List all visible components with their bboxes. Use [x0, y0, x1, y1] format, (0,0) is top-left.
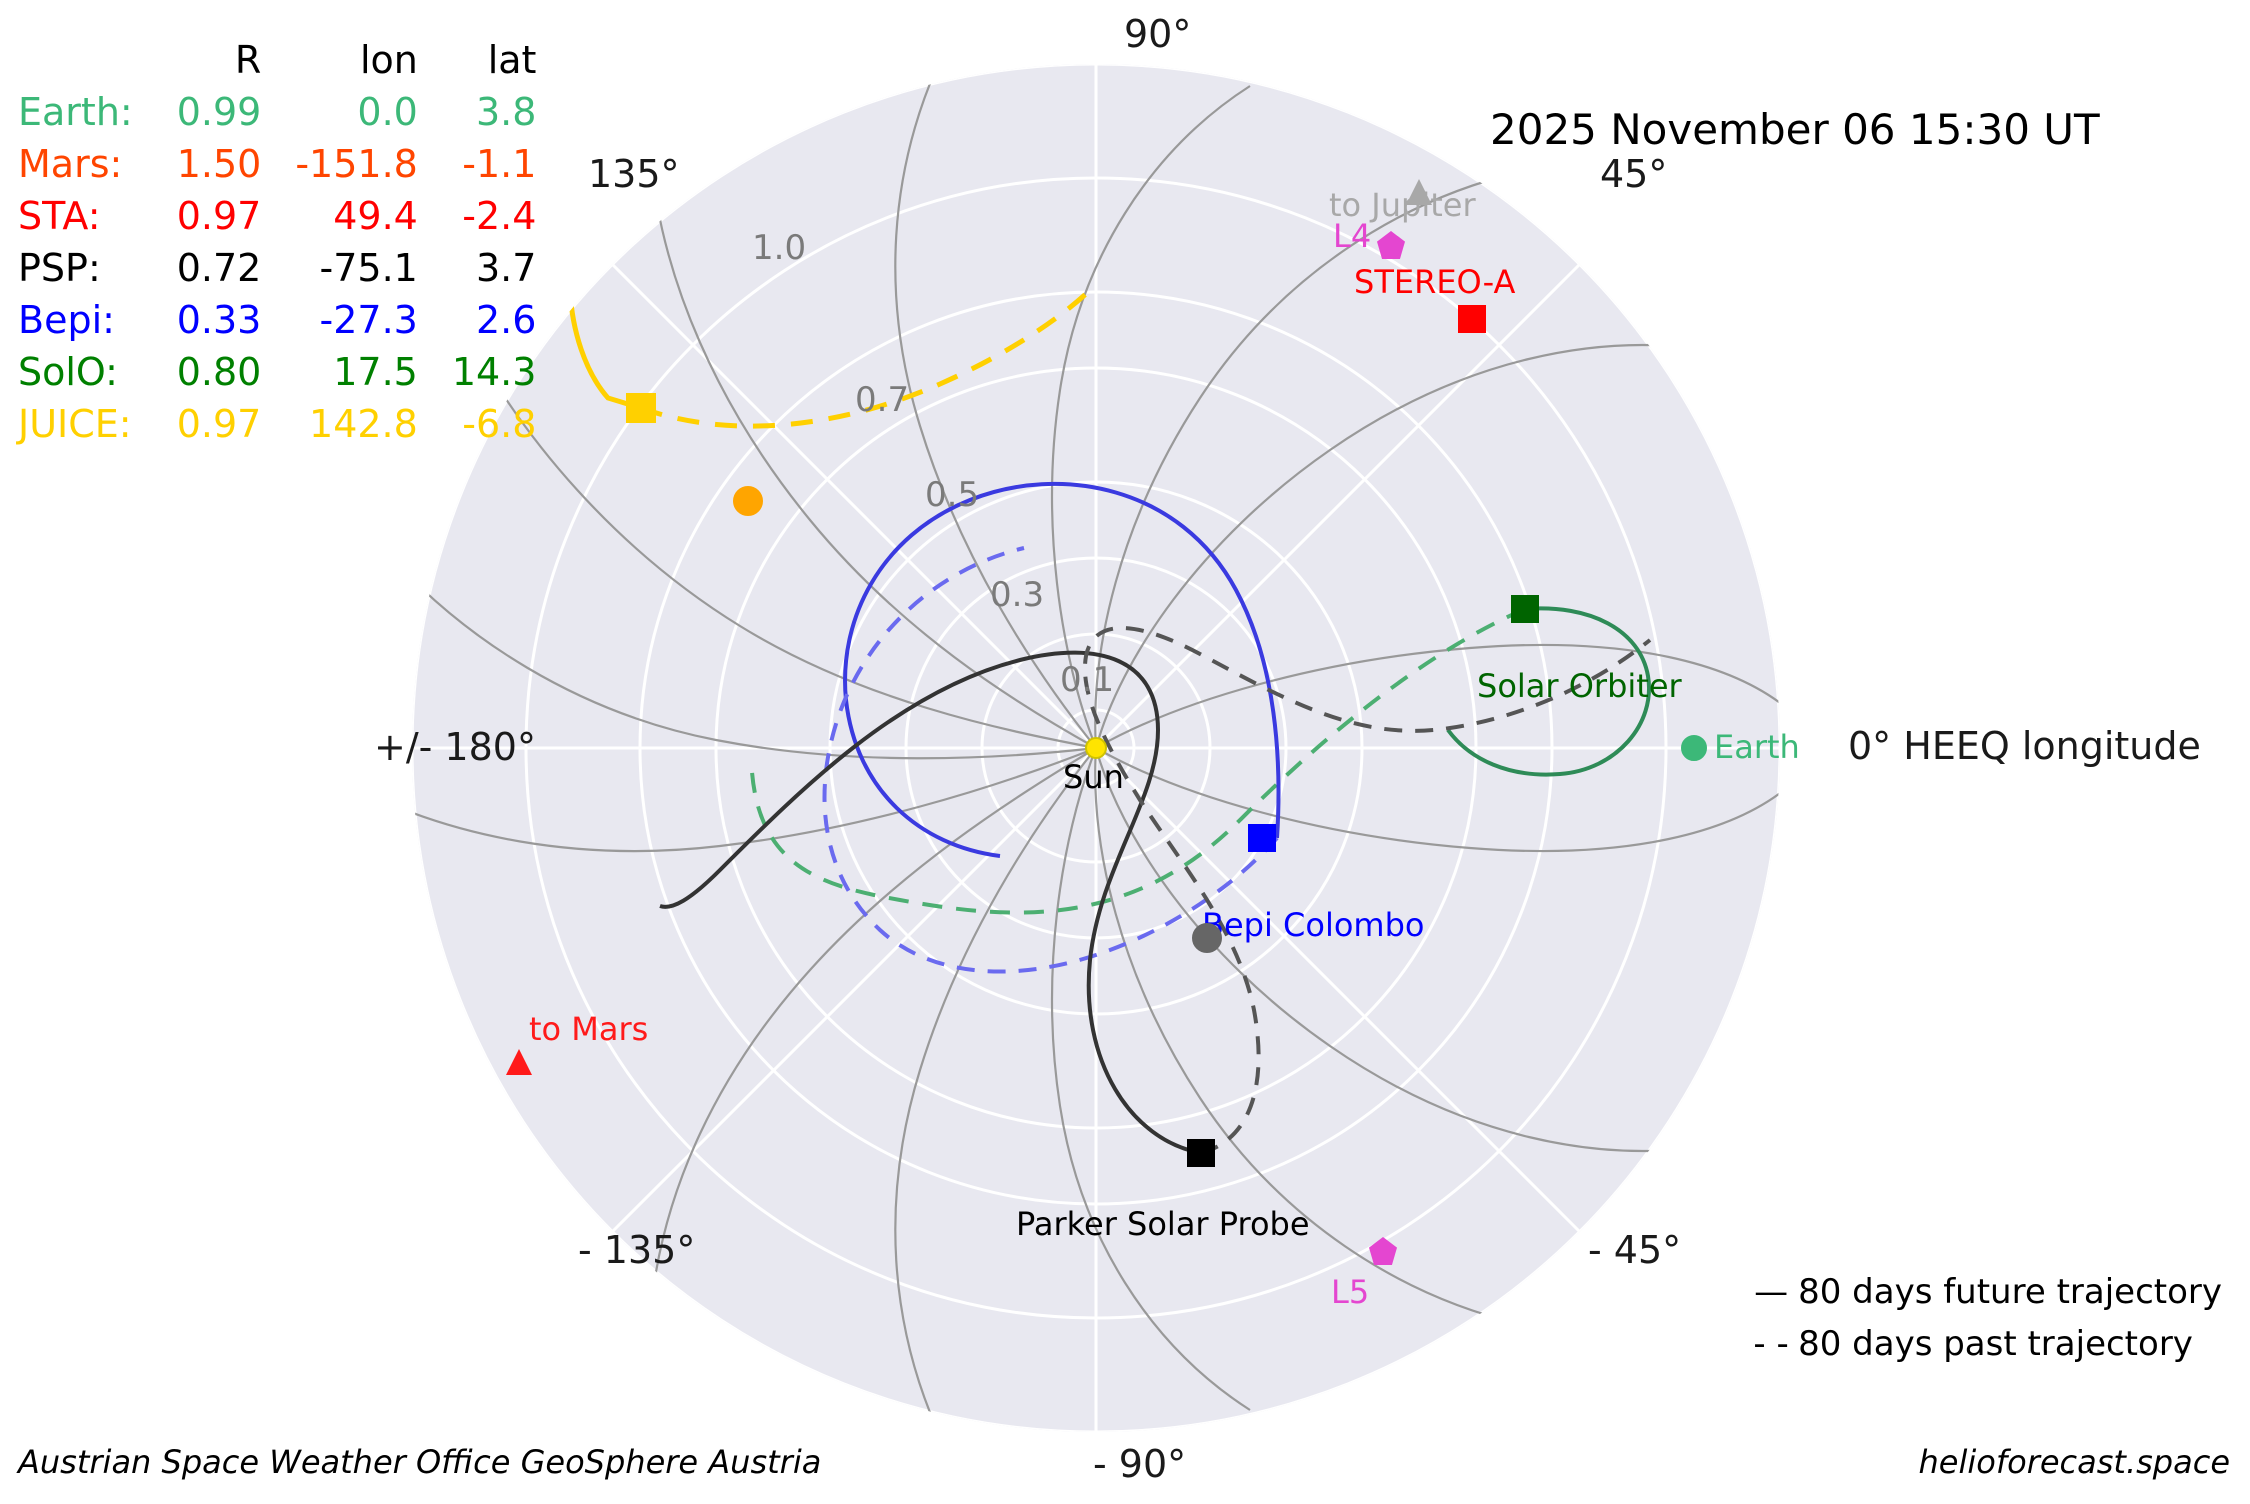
legend-label-past: 80 days past trajectory [1798, 1324, 2193, 1364]
label-l5: L5 [1331, 1273, 1370, 1311]
marker-bepi-colombo-icon [1248, 824, 1276, 852]
angle-tick-label: +/- 180° [374, 725, 536, 769]
table-cell-lat: 14.3 [451, 350, 537, 394]
table-cell-lon: -151.8 [295, 142, 418, 186]
bepi-past-trajectory [822, 546, 1279, 974]
table-row: Earth: 0.99 0.0 3.8 [18, 86, 536, 138]
label-bepi-colombo: Bepi Colombo [1202, 906, 1425, 944]
psp-past-trajectory [1083, 626, 1652, 1155]
table-cell-R: 1.50 [176, 142, 262, 186]
header-lat: lat [487, 38, 537, 82]
table-cell-R: 0.97 [176, 194, 262, 238]
table-cell-body: Earth: [18, 90, 133, 134]
legend-key-solid-line: — [1754, 1272, 1789, 1312]
marker-sun-icon [1085, 737, 1107, 759]
solar-orbiter-past-trajectory [750, 607, 1526, 915]
label-earth: Earth [1714, 728, 1800, 766]
table-cell-R: 0.99 [176, 90, 262, 134]
radial-tick-label: 0.3 [990, 575, 1045, 615]
label-parker-solar-probe: Parker Solar Probe [1016, 1205, 1310, 1243]
marker-stereo-a-icon [1458, 305, 1486, 333]
table-cell-lat: -1.1 [462, 142, 537, 186]
table-row: PSP: 0.72 -75.1 3.7 [18, 242, 536, 294]
table-cell-lat: 2.6 [476, 298, 537, 342]
table-cell-lon: -27.3 [319, 298, 418, 342]
angle-tick-label: 90° [1124, 12, 1192, 56]
footer-organization: Austrian Space Weather Office GeoSphere … [18, 1443, 822, 1481]
radial-tick-label: 0.1 [1060, 660, 1115, 700]
psp-future-trajectory [659, 650, 1202, 1155]
parker-spiral-lines [412, 64, 1780, 1432]
table-cell-R: 0.72 [176, 246, 262, 290]
angle-tick-label: - 135° [578, 1228, 696, 1272]
footer-website[interactable]: helioforecast.space [1918, 1443, 2230, 1481]
table-cell-R: 0.80 [176, 350, 262, 394]
table-cell-lat: 3.7 [476, 246, 537, 290]
bepi-future-trajectory [843, 482, 1281, 858]
page-title: 2025 November 06 15:30 UT [1490, 105, 2100, 154]
table-row: SolO: 0.80 17.5 14.3 [18, 346, 536, 398]
label-stereo-a: STEREO-A [1354, 263, 1516, 301]
table-header-row: R lon lat [18, 38, 537, 86]
heeq-longitude-label: 0° HEEQ longitude [1848, 724, 2201, 768]
radial-tick-label: 1.0 [752, 228, 807, 268]
marker-earth-icon [1681, 735, 1707, 761]
juice-past-trajectory [640, 290, 1090, 429]
angle-tick-label: - 45° [1588, 1228, 1682, 1272]
table-cell-body: JUICE: [18, 402, 132, 446]
table-cell-R: 0.97 [176, 402, 262, 446]
radial-tick-label: 0.5 [925, 475, 980, 515]
legend-key-dashed-line: - - [1753, 1324, 1789, 1364]
table-cell-body: Bepi: [18, 298, 115, 342]
table-cell-lon: 0.0 [357, 90, 418, 134]
header-lon: lon [359, 38, 418, 82]
label-to-jupiter: to Jupiter [1329, 186, 1476, 224]
table-cell-lat: -2.4 [462, 194, 537, 238]
angle-tick-label: 45° [1600, 152, 1668, 196]
position-table: R lon lat Earth: 0.99 0.0 3.8 Mars: 1.50 -151.… [18, 38, 536, 450]
legend-label-future: 80 days future trajectory [1798, 1272, 2222, 1312]
marker-mercury-grey-icon [1192, 923, 1222, 953]
table-corner-cell [18, 38, 143, 86]
marker-solar-orbiter-icon [1511, 595, 1539, 623]
table-row: Bepi: 0.33 -27.3 2.6 [18, 294, 536, 346]
trajectory-legend: — 80 days future trajectory - - 80 days … [1744, 1272, 2222, 1376]
table-cell-lon: 49.4 [333, 194, 418, 238]
marker-juice-icon [626, 393, 656, 423]
label-sun: Sun [1063, 758, 1124, 796]
table-cell-lon: 142.8 [309, 402, 418, 446]
table-cell-lon: -75.1 [319, 246, 418, 290]
table-cell-lat: -6.8 [462, 402, 537, 446]
solar-orbiter-future-trajectory [1446, 606, 1652, 777]
table-cell-R: 0.33 [176, 298, 262, 342]
table-cell-body: STA: [18, 194, 101, 238]
label-solar-orbiter: Solar Orbiter [1477, 667, 1682, 705]
table-row: Mars: 1.50 -151.8 -1.1 [18, 138, 536, 190]
angle-tick-label: 135° [588, 152, 680, 196]
legend-row-past: - - 80 days past trajectory [1744, 1324, 2222, 1364]
table-row: STA: 0.97 49.4 -2.4 [18, 190, 536, 242]
label-l4: L4 [1333, 217, 1372, 255]
table-row: JUICE: 0.97 142.8 -6.8 [18, 398, 536, 450]
table-cell-body: Mars: [18, 142, 123, 186]
legend-row-future: — 80 days future trajectory [1744, 1272, 2222, 1312]
table-cell-lat: 3.8 [476, 90, 537, 134]
header-R: R [234, 38, 262, 82]
table-cell-lon: 17.5 [333, 350, 418, 394]
label-to-mars: to Mars [529, 1010, 649, 1048]
table-cell-body: SolO: [18, 350, 118, 394]
marker-mars-proxy-icon [733, 486, 763, 516]
marker-parker-solar-probe-icon [1187, 1139, 1215, 1167]
angle-tick-label: - 90° [1093, 1442, 1187, 1486]
radial-tick-label: 0.7 [855, 380, 910, 420]
table-cell-body: PSP: [18, 246, 101, 290]
